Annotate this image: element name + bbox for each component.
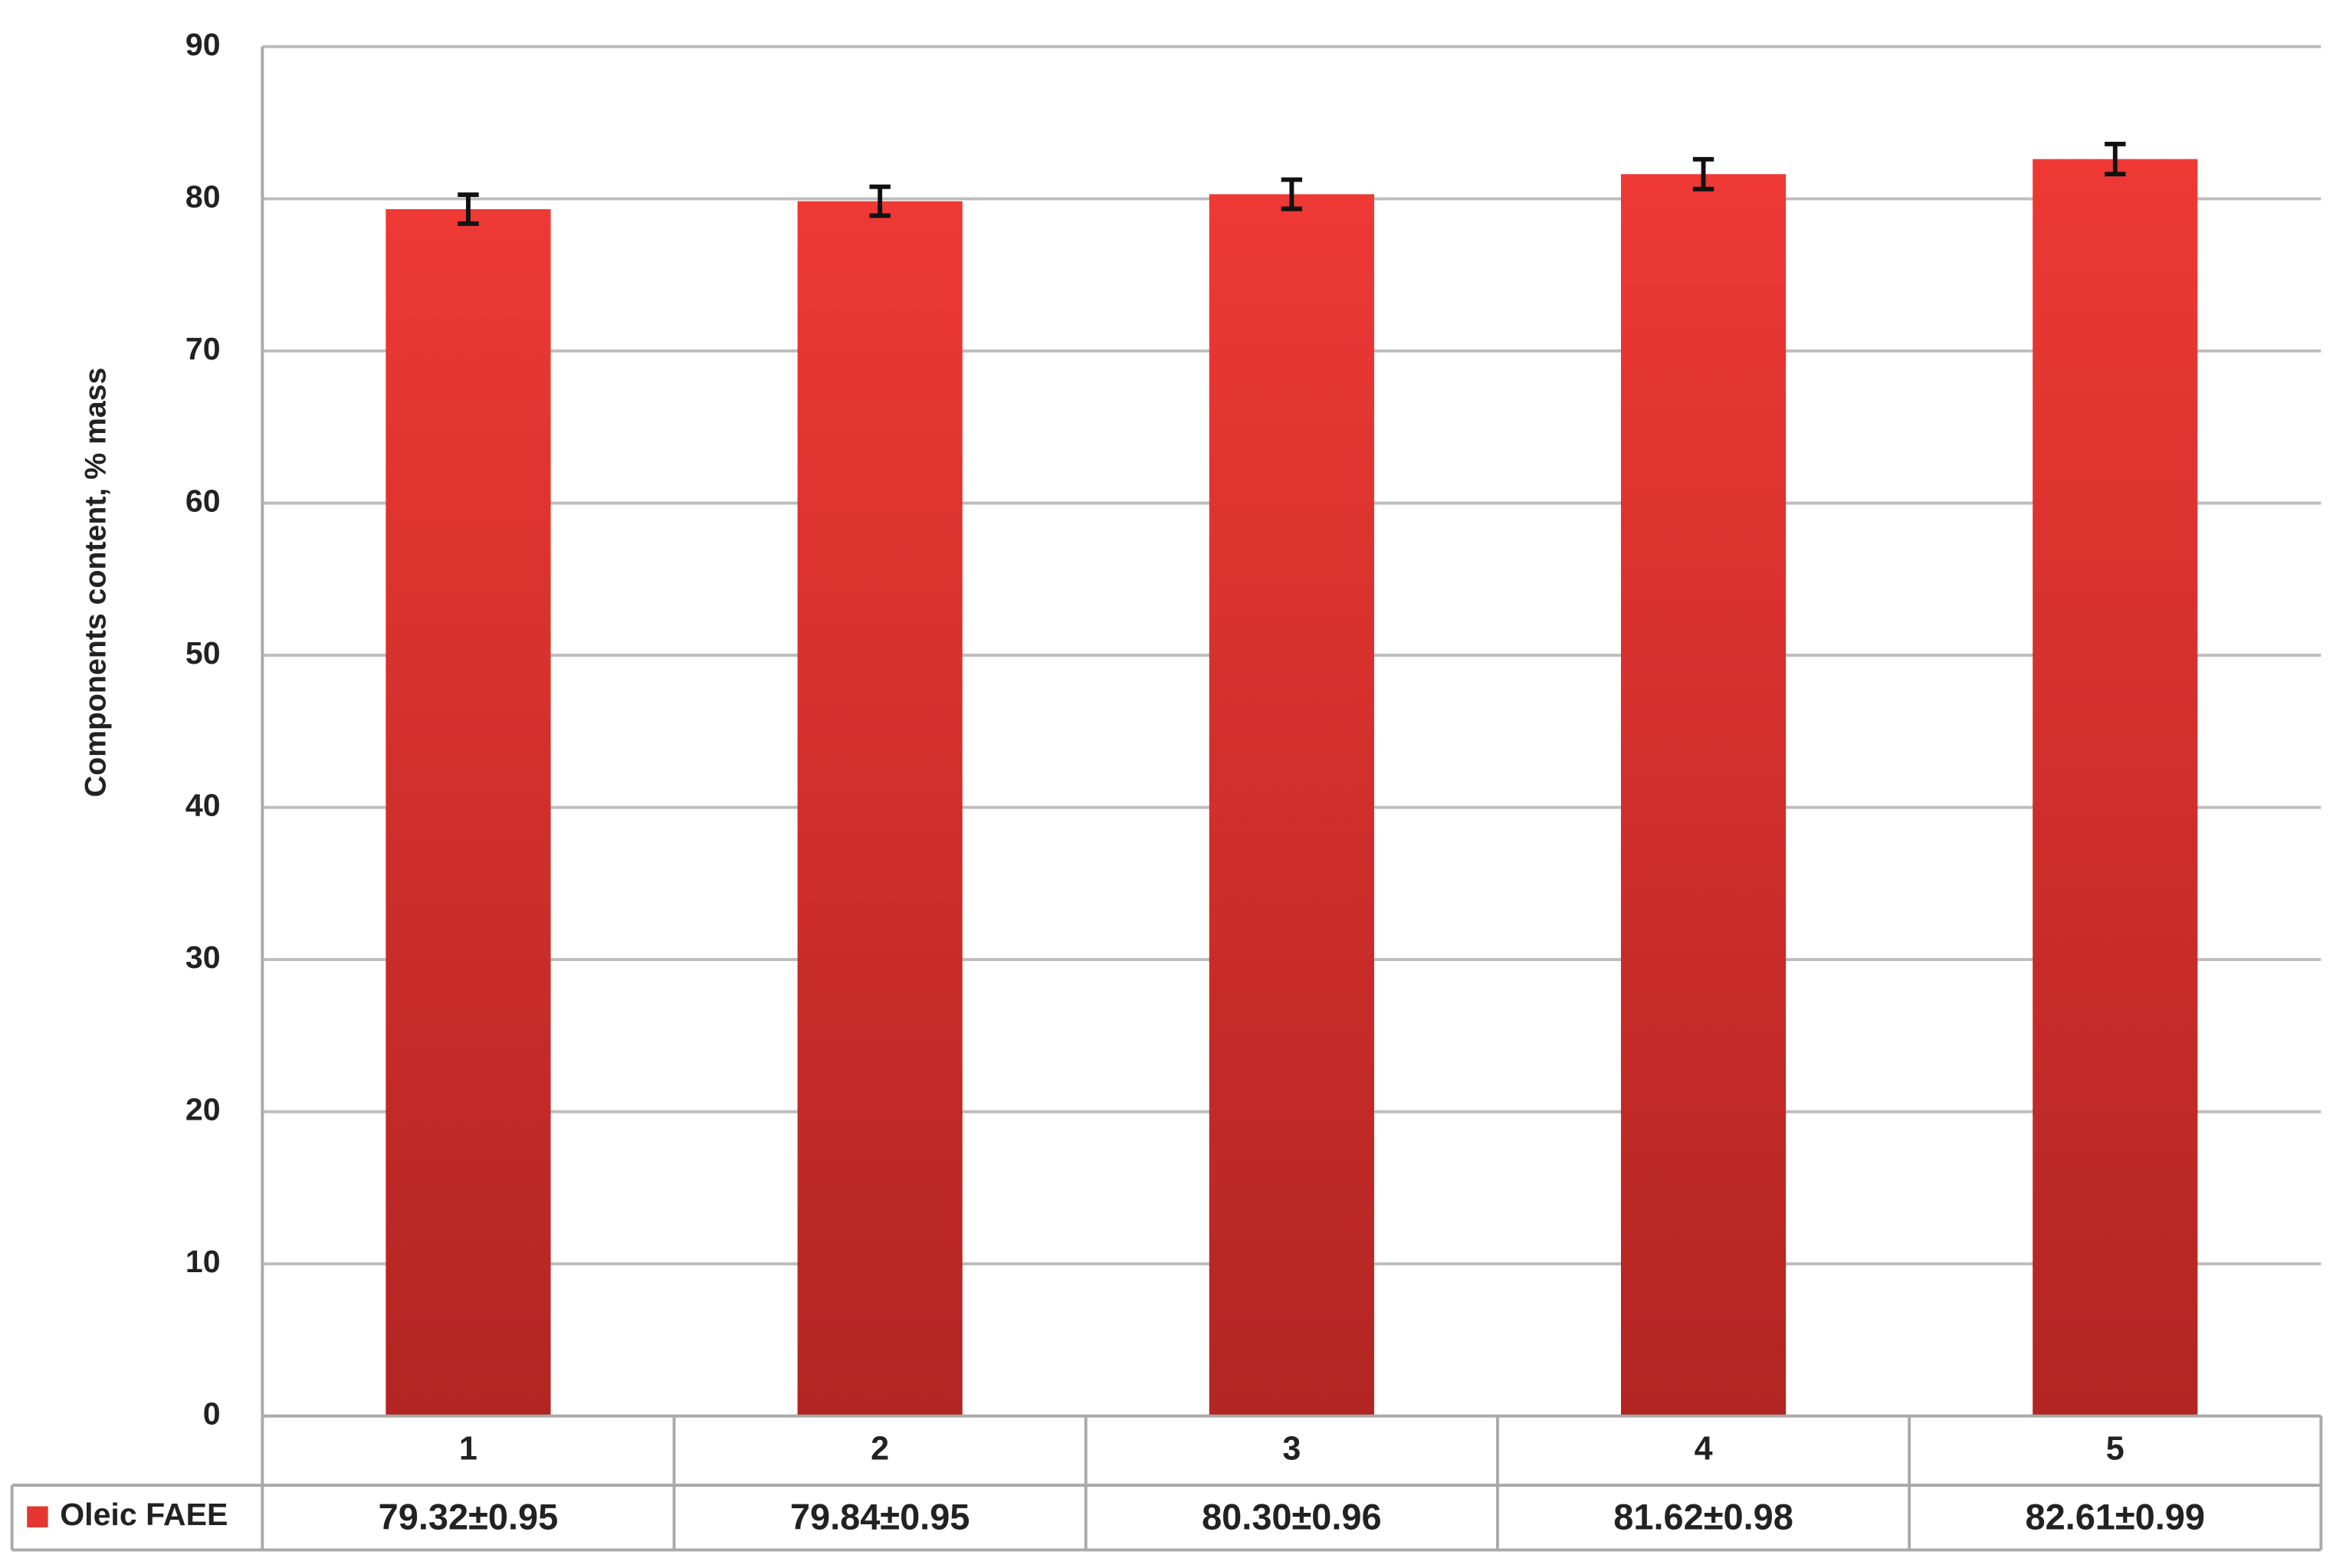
legend-marker [27, 1506, 48, 1527]
bar [386, 208, 551, 1416]
error-bar [869, 184, 891, 218]
table-value: 81.62±0.98 [1613, 1497, 1793, 1537]
error-bar [1281, 177, 1303, 212]
bar [1620, 174, 1787, 1416]
legend-label: Oleic FAEE [60, 1497, 228, 1532]
y-tick-label: 20 [185, 1091, 221, 1127]
y-tick-label: 40 [185, 787, 221, 822]
bar [2033, 159, 2198, 1416]
x-tick-label: 1 [459, 1430, 477, 1467]
error-bar [2105, 141, 2126, 177]
bar [1209, 194, 1374, 1416]
table-value: 79.84±0.95 [790, 1497, 970, 1537]
x-tick-label: 2 [871, 1430, 889, 1467]
y-tick-label: 10 [185, 1244, 221, 1279]
table-value: 82.61±0.99 [2025, 1497, 2205, 1537]
x-tick-label: 5 [2106, 1430, 2125, 1467]
y-tick-label: 50 [185, 635, 221, 671]
x-tick-label: 3 [1282, 1430, 1301, 1467]
bar [797, 201, 963, 1416]
y-tick-label: 90 [185, 27, 221, 62]
y-tick-label: 0 [203, 1396, 221, 1432]
x-tick-label: 4 [1695, 1430, 1713, 1467]
y-tick-label: 60 [185, 483, 221, 518]
error-bar [458, 192, 479, 226]
y-tick-label: 80 [185, 179, 221, 214]
y-axis-label: Components content, % mass [80, 368, 113, 798]
error-bar [1692, 156, 1714, 192]
y-tick-label: 70 [185, 331, 221, 366]
table-value: 80.30±0.96 [1202, 1497, 1382, 1537]
table-value: 79.32±0.95 [379, 1497, 559, 1537]
y-tick-label: 30 [185, 940, 221, 975]
